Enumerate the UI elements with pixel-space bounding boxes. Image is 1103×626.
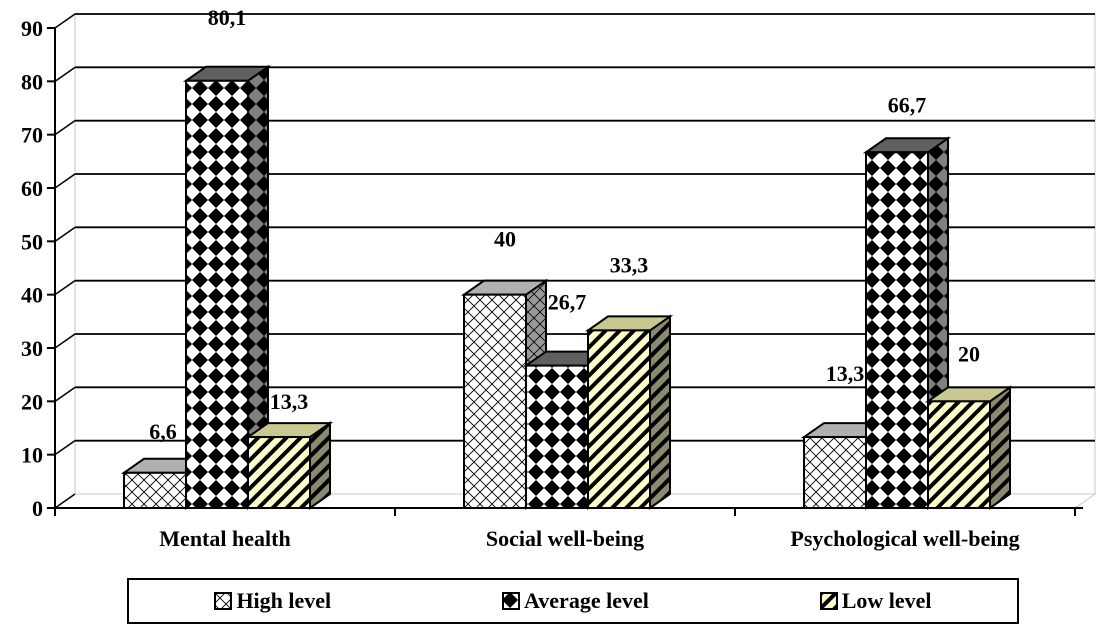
gridline-depth xyxy=(54,13,76,29)
data-label: 26,7 xyxy=(548,290,587,315)
gridline-depth xyxy=(54,120,76,136)
y-tick-label: 80 xyxy=(21,69,43,94)
bar xyxy=(244,421,334,510)
gridline-depth xyxy=(54,280,76,296)
data-label: 40 xyxy=(494,227,516,252)
bar-front xyxy=(123,471,187,509)
bar-front xyxy=(247,436,311,510)
legend-swatch-average xyxy=(502,592,521,610)
y-tick-label: 90 xyxy=(21,16,43,41)
legend-item-high: High level xyxy=(214,588,331,614)
bar-side xyxy=(649,314,671,510)
data-label: 33,3 xyxy=(610,252,649,277)
gridline-depth xyxy=(54,386,76,402)
data-label: 80,1 xyxy=(208,5,247,30)
y-tick-label: 70 xyxy=(21,123,43,148)
legend-label-low: Low level xyxy=(841,588,932,613)
x-tick-label: Mental health xyxy=(159,526,290,551)
y-tick-label: 30 xyxy=(21,336,43,361)
bar-front xyxy=(587,329,651,509)
y-tick-label: 40 xyxy=(21,283,43,308)
gridline-depth xyxy=(54,226,76,242)
bar-front xyxy=(525,364,589,509)
gridline-depth xyxy=(54,333,76,349)
legend-item-low: Low level xyxy=(819,588,932,614)
y-tick-label: 10 xyxy=(21,443,43,468)
data-label: 6,6 xyxy=(149,419,177,444)
bar-front xyxy=(865,151,929,509)
data-label: 13,3 xyxy=(270,389,309,414)
bar xyxy=(584,314,674,510)
legend-swatch-low xyxy=(819,592,838,610)
legend-label-average: Average level xyxy=(524,588,649,613)
bar-front xyxy=(927,400,991,510)
x-tick-label: Social well-being xyxy=(486,526,644,551)
bar-front xyxy=(463,293,527,509)
bars-layer xyxy=(120,64,1014,510)
gridline-depth xyxy=(54,173,76,189)
data-label: 13,3 xyxy=(826,361,865,386)
gridline-depth xyxy=(54,493,76,509)
legend-swatch-high xyxy=(214,592,233,610)
y-tick-label: 50 xyxy=(21,229,43,254)
data-label: 66,7 xyxy=(888,92,927,117)
legend-label-high: High level xyxy=(236,588,332,613)
bar-front xyxy=(803,436,867,510)
data-label: 20 xyxy=(958,341,980,366)
bar-side xyxy=(989,385,1011,510)
labels-layer: Mental health Social well-being Psychologi… xyxy=(149,5,1019,551)
bar-front xyxy=(185,79,249,510)
gridline-depth xyxy=(54,66,76,82)
y-tick-label: 60 xyxy=(21,176,43,201)
legend: High level Average level Low level xyxy=(127,578,1019,624)
legend-item-average: Average level xyxy=(502,588,649,614)
y-tick-label: 20 xyxy=(21,389,43,414)
bar xyxy=(182,64,272,510)
gridline-depth xyxy=(54,440,76,456)
bar xyxy=(924,385,1014,510)
bar-chart: 0 10 20 30 40 50 60 70 80 90 Mental health Social … xyxy=(21,5,1097,551)
x-tick-label: Psychological well-being xyxy=(790,526,1019,551)
y-tick-label: 0 xyxy=(32,496,43,521)
